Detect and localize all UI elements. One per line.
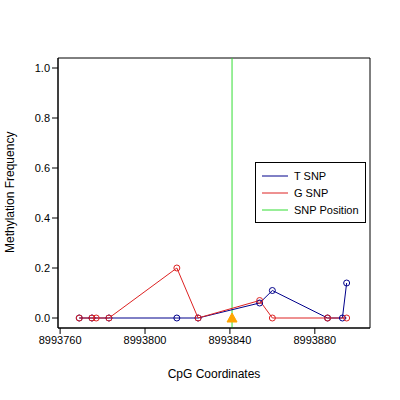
html-text:G SNP: G SNP — [294, 186, 329, 199]
svg-text:8993880: 8993880 — [293, 334, 336, 346]
svg-text:Methylation Frequency: Methylation Frequency — [8, 132, 17, 253]
html-text:T SNP: T SNP — [294, 169, 327, 182]
svg-text:8993760: 8993760 — [39, 334, 82, 346]
svg-text:0.4: 0.4 — [35, 212, 50, 224]
svg-text:0.0: 0.0 — [35, 312, 50, 324]
html-text:SNP Position: SNP Position — [294, 203, 359, 216]
svg-text:8993800: 8993800 — [124, 334, 167, 346]
svg-text:0.2: 0.2 — [35, 262, 50, 274]
svg-text:CpG Coordinates: CpG Coordinates — [168, 367, 261, 381]
svg-text:8993840: 8993840 — [209, 334, 252, 346]
svg-text:1.0: 1.0 — [35, 62, 50, 74]
svg-text:0.8: 0.8 — [35, 112, 50, 124]
svg-text:0.6: 0.6 — [35, 162, 50, 174]
